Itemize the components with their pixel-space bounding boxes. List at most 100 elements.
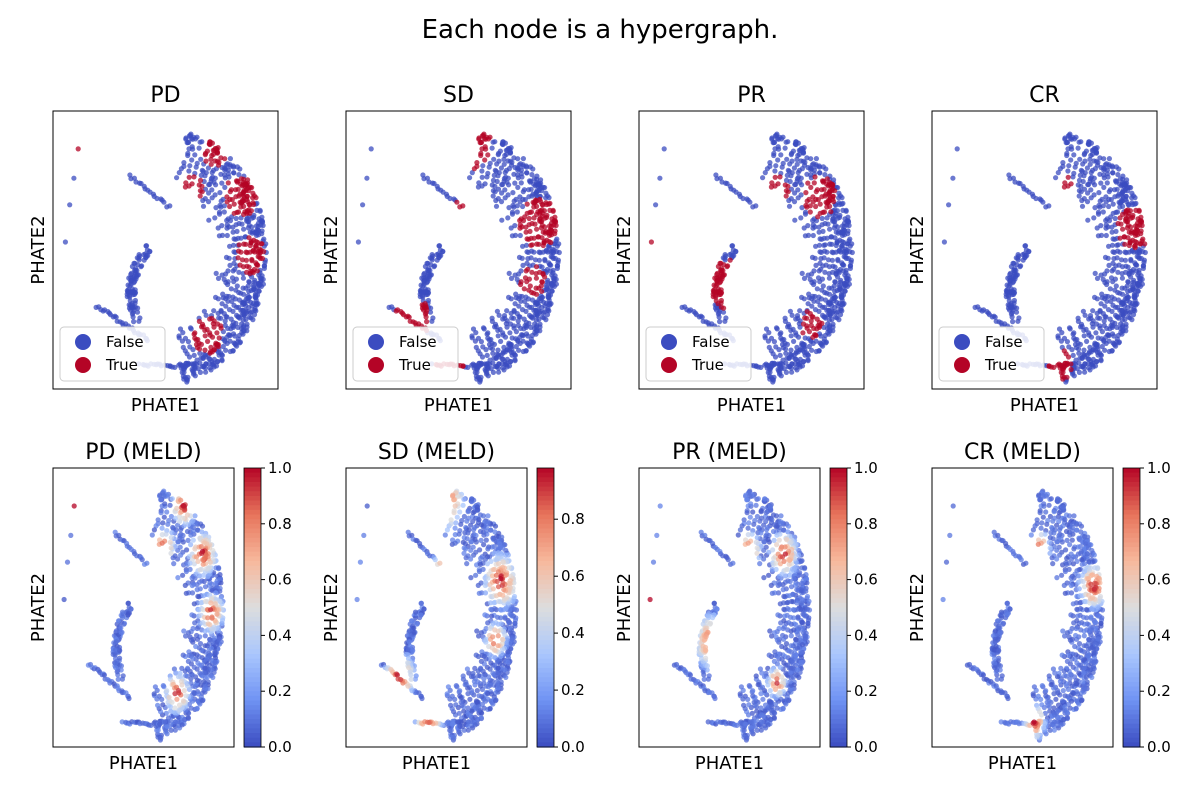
scatter-point xyxy=(795,169,801,176)
scatter-point xyxy=(1133,262,1139,268)
scatter-point xyxy=(1062,135,1068,141)
scatter-point xyxy=(474,504,480,510)
scatter-point xyxy=(215,225,221,231)
scatter-point xyxy=(817,236,823,242)
scatter-point xyxy=(498,199,505,205)
scatter-point xyxy=(211,308,217,314)
scatter-point xyxy=(807,203,814,209)
scatter-point xyxy=(161,492,167,498)
scatter-point xyxy=(421,606,427,612)
scatter-point xyxy=(216,565,222,571)
scatter-point xyxy=(354,596,360,603)
scatter-point xyxy=(492,183,498,189)
scatter-point xyxy=(814,316,820,322)
scatter-point xyxy=(762,170,768,176)
scatter-point xyxy=(213,340,219,346)
scatter-point xyxy=(506,340,512,346)
scatter-point xyxy=(364,503,370,509)
scatter-point xyxy=(202,365,208,371)
colorbar-segment xyxy=(244,644,261,650)
legend-label-false: False xyxy=(985,333,1023,351)
scatter-point xyxy=(454,719,460,725)
scatter-point xyxy=(216,335,222,341)
scatter-point xyxy=(1007,270,1014,276)
scatter-point xyxy=(247,242,253,249)
scatter-point xyxy=(828,234,834,240)
scatter-point xyxy=(820,209,826,215)
panel-grid: PDPHATE1PHATE2FalseTrueSDPHATE1PHATE2Fal… xyxy=(28,83,1171,774)
scatter-point xyxy=(217,572,223,578)
scatter-point xyxy=(212,649,218,655)
scatter-point xyxy=(1087,156,1093,162)
scatter-point xyxy=(1086,356,1092,362)
scatter-point xyxy=(1095,346,1101,352)
scatter-point xyxy=(185,714,191,721)
scatter-point xyxy=(812,332,818,338)
scatter-point xyxy=(786,203,793,209)
scatter-point xyxy=(151,527,157,533)
scatter-point xyxy=(794,161,800,167)
scatter-point xyxy=(1068,157,1074,163)
scatter-point xyxy=(496,354,502,360)
scatter-point xyxy=(494,178,500,185)
scatter-point xyxy=(515,318,521,324)
scatter-point xyxy=(253,301,259,308)
scatter-point xyxy=(427,267,433,274)
scatter-point xyxy=(1116,166,1122,172)
scatter-point xyxy=(492,523,499,529)
scatter-point xyxy=(185,683,191,689)
colorbar-segment xyxy=(244,588,261,595)
colorbar-segment xyxy=(244,691,261,697)
scatter-point xyxy=(534,203,540,209)
scatter-point xyxy=(208,161,214,167)
scatter-point xyxy=(1067,135,1073,141)
scatter-point xyxy=(209,195,215,201)
scatter-point xyxy=(113,314,119,320)
colorbar-segment xyxy=(244,570,261,576)
scatter-point xyxy=(444,691,450,697)
colorbar-segment xyxy=(244,547,261,553)
scatter-point xyxy=(813,262,819,268)
scatter-point xyxy=(823,340,829,346)
scatter-point xyxy=(815,298,821,304)
scatter-point xyxy=(212,655,219,661)
scatter-point xyxy=(440,249,446,255)
scatter-points xyxy=(355,131,562,385)
scatter-point xyxy=(191,601,197,607)
scatter-point xyxy=(229,298,235,304)
scatter-point xyxy=(1103,225,1109,231)
scatter-point xyxy=(238,235,244,241)
scatter-point xyxy=(429,318,435,324)
scatter-point xyxy=(488,691,495,697)
scatter-point xyxy=(799,340,805,346)
scatter-point xyxy=(520,203,526,210)
scatter-point xyxy=(169,496,175,502)
scatter-point xyxy=(119,609,126,615)
scatter-point xyxy=(225,180,231,186)
scatter-point xyxy=(521,316,527,322)
scatter-point xyxy=(170,555,176,561)
scatter-point xyxy=(1065,174,1071,180)
scatter-point xyxy=(447,195,453,202)
scatter-point xyxy=(839,242,846,248)
colorbar-segment xyxy=(244,542,261,548)
scatter-point xyxy=(800,330,806,336)
scatter-point xyxy=(1118,312,1124,318)
scatter-point xyxy=(197,350,203,356)
scatter-point xyxy=(480,163,486,169)
scatter-point xyxy=(164,723,170,730)
scatter-point xyxy=(191,174,197,180)
scatter-point xyxy=(220,196,226,202)
scatter-point xyxy=(727,257,733,263)
scatter-point xyxy=(532,321,538,327)
scatter-point xyxy=(193,643,199,650)
scatter-point xyxy=(186,168,192,174)
scatter-point xyxy=(818,256,824,262)
scatter-point xyxy=(227,243,233,249)
x-axis-label: PHATE1 xyxy=(109,753,178,774)
scatter-point xyxy=(132,297,138,304)
scatter-point xyxy=(465,509,471,515)
scatter-point xyxy=(838,249,844,255)
colorbar-segment xyxy=(244,593,261,599)
